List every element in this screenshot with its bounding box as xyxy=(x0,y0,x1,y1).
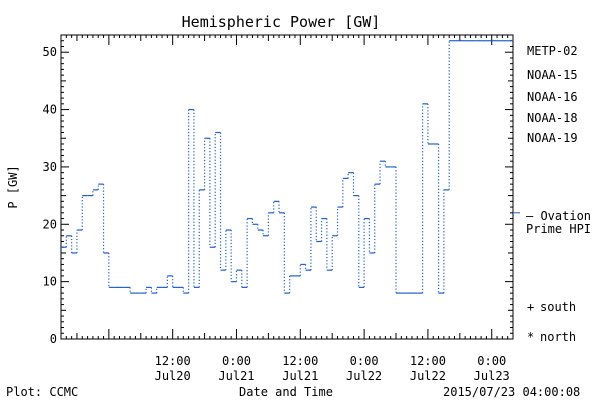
x-tick-label-date: Jul23 xyxy=(474,369,510,383)
x-tick-label-time: 0:00 xyxy=(222,354,251,368)
y-tick-label: 20 xyxy=(43,217,57,231)
x-tick-label-date: Jul20 xyxy=(155,369,191,383)
plot-timestamp: 2015/07/23 04:00:08 xyxy=(443,385,580,399)
ovation-label-line2: Prime HPI xyxy=(526,222,591,236)
chart-title: Hemispheric Power [GW] xyxy=(182,13,381,31)
y-tick-label: 40 xyxy=(43,103,57,117)
legend-noaa-16: NOAA-16 xyxy=(527,90,578,104)
x-tick-label-time: 12:00 xyxy=(155,354,191,368)
legend: METP-02 NOAA-15 NOAA-16 NOAA-18 NOAA-19 xyxy=(527,44,578,145)
x-axis: 12:00Jul200:00Jul2112:00Jul210:00Jul2212… xyxy=(60,35,514,383)
y-tick-label: 10 xyxy=(43,275,57,289)
ovation-annotation: — Ovation Prime HPI xyxy=(513,209,591,236)
x-tick-label-time: 12:00 xyxy=(410,354,446,368)
x-tick-label-time: 0:00 xyxy=(350,354,379,368)
north-marker-label: north xyxy=(540,330,576,344)
x-tick-label-date: Jul21 xyxy=(218,369,254,383)
legend-noaa-15: NOAA-15 xyxy=(527,68,578,82)
south-marker-symbol: + xyxy=(527,300,534,314)
north-marker-symbol: * xyxy=(527,330,534,344)
x-tick-label-date: Jul21 xyxy=(282,369,318,383)
legend-noaa-18: NOAA-18 xyxy=(527,111,578,125)
y-tick-label: 50 xyxy=(43,45,57,59)
plot-credit: Plot: CCMC xyxy=(6,385,78,399)
ovation-label: — Ovation xyxy=(526,209,591,223)
series-layer xyxy=(61,40,513,294)
legend-metp-02: METP-02 xyxy=(527,44,578,58)
x-axis-label: Date and Time xyxy=(239,385,333,399)
x-tick-label-time: 12:00 xyxy=(282,354,318,368)
y-axis-label: P [GW] xyxy=(6,165,20,208)
y-tick-label: 30 xyxy=(43,160,57,174)
plot-frame xyxy=(60,34,514,340)
y-tick-label: 0 xyxy=(50,332,57,346)
x-tick-label-date: Jul22 xyxy=(410,369,446,383)
x-tick-label-time: 0:00 xyxy=(477,354,506,368)
y-axis: 0 10 20 30 40 50 xyxy=(43,34,513,346)
south-marker-label: south xyxy=(540,300,576,314)
legend-noaa-19: NOAA-19 xyxy=(527,131,578,145)
x-tick-label-date: Jul22 xyxy=(346,369,382,383)
marker-key: + south * north xyxy=(527,300,576,344)
